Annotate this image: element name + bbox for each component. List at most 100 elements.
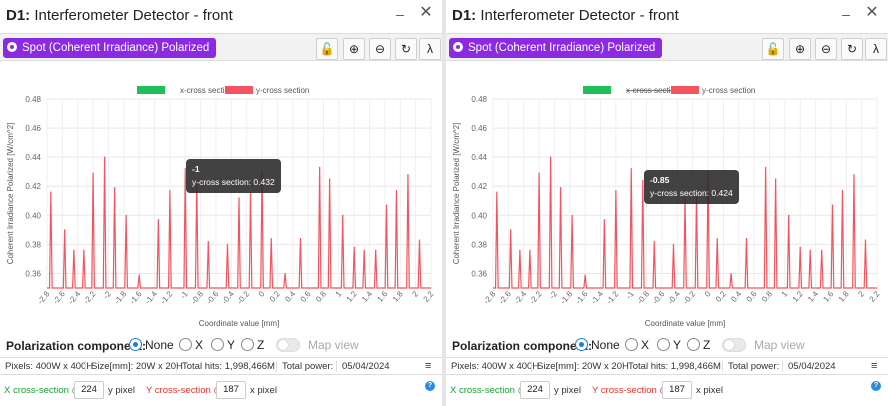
radio-circle (657, 338, 670, 351)
x-cross-section-unit: y pixel (554, 385, 581, 396)
info-size: Size[mm]: 20W x 20H (85, 361, 183, 372)
y-tick-label: 0.46 (25, 124, 41, 133)
menu-icon[interactable]: ≡ (425, 360, 432, 372)
menu-icon[interactable]: ≡ (871, 360, 878, 372)
radio-none[interactable]: None (129, 338, 174, 352)
x-tick-label: 2 (410, 289, 420, 299)
help-icon[interactable]: ? (871, 381, 881, 391)
zoom-out-button[interactable]: ⊖ (815, 38, 837, 60)
minimize-icon[interactable]: – (842, 6, 850, 22)
x-cross-section-unit: y pixel (108, 385, 135, 396)
unlock-icon: 🔓 (765, 42, 781, 56)
spot-mode-label: Spot (Coherent Irradiance) Polarized (22, 42, 210, 54)
x-tick-label: -2.4 (512, 289, 528, 306)
zoom-in-button[interactable]: ⊕ (343, 38, 365, 60)
data-point (519, 249, 521, 251)
lambda-icon: λ (427, 42, 433, 56)
cross-section-bar: X cross-section @224 y pixel Y cross-secti… (0, 378, 442, 402)
x-cross-section-input[interactable]: 224 (520, 381, 550, 399)
close-icon[interactable]: ✕ (865, 4, 879, 21)
close-icon[interactable]: ✕ (419, 4, 433, 21)
data-point (395, 189, 398, 192)
y-tick-label: 0.38 (25, 240, 41, 249)
radio-label: X (641, 338, 650, 352)
polarization-label: Polarization component: (452, 339, 593, 353)
x-tick-label: -0.4 (666, 289, 682, 306)
radio-z[interactable]: Z (241, 338, 264, 352)
lambda-icon: λ (873, 42, 879, 56)
info-date: 05/04/2024 (782, 361, 836, 372)
x-tick-label: 1.2 (345, 289, 359, 304)
data-point (169, 189, 171, 192)
x-tick-label: 0.6 (745, 289, 759, 304)
x-tick-label: -0.8 (635, 289, 651, 306)
data-point (157, 219, 159, 221)
data-point (270, 237, 272, 240)
reset-button[interactable]: ↻ (841, 38, 863, 60)
x-tick-label: 1.4 (806, 289, 820, 304)
radio-x[interactable]: X (625, 338, 649, 352)
lambda-button[interactable]: λ (419, 38, 441, 60)
info-pixels: Pixels: 400W x 400H (5, 361, 94, 372)
unlock-button[interactable]: 🔓 (762, 38, 784, 60)
x-tick-label: 1.6 (821, 289, 835, 304)
y-tick-label: 0.40 (471, 211, 487, 220)
map-view-toggle[interactable] (276, 338, 300, 352)
x-cross-section-input[interactable]: 224 (74, 381, 104, 399)
data-point (375, 249, 377, 251)
y-tick-label: 0.40 (25, 211, 41, 220)
y-cross-section-input[interactable]: 187 (662, 381, 692, 399)
info-date: 05/04/2024 (336, 361, 390, 372)
window-title-prefix: D1: (6, 7, 31, 24)
spot-mode-button[interactable]: Spot (Coherent Irradiance) Polarized (449, 38, 663, 58)
map-view-toggle[interactable] (722, 338, 746, 352)
data-point (653, 240, 655, 243)
legend-label-y: y-cross section (256, 86, 309, 95)
data-point (207, 240, 209, 243)
data-point (226, 243, 229, 245)
info-bar: Pixels: 400W x 400H Size[mm]: 20W x 20H To… (446, 357, 888, 375)
panel-divider[interactable] (442, 0, 446, 406)
radio-y[interactable]: Y (657, 338, 681, 352)
data-point (642, 179, 644, 182)
legend-swatch-y (671, 86, 699, 94)
legend-swatch-x (137, 86, 165, 94)
data-point (138, 274, 140, 276)
radio-x[interactable]: X (179, 338, 203, 352)
x-tick-label: 2 (856, 289, 866, 299)
data-point (184, 168, 186, 170)
x-tick-label: -0.8 (189, 289, 205, 306)
x-tick-label: 1.4 (360, 289, 374, 304)
zoom-in-button[interactable]: ⊕ (789, 38, 811, 60)
data-point (821, 249, 823, 251)
radio-z[interactable]: Z (687, 338, 710, 352)
data-point (238, 197, 240, 199)
y-tick-label: 0.48 (471, 95, 487, 104)
data-point (864, 239, 867, 241)
minimize-icon[interactable]: – (396, 6, 404, 22)
zoom-out-button[interactable]: ⊖ (369, 38, 391, 60)
info-power: Total power: (722, 361, 779, 372)
radio-none[interactable]: None (575, 338, 620, 352)
x-tick-label: -1.2 (159, 289, 175, 306)
unlock-button[interactable]: 🔓 (316, 38, 338, 60)
chart: x-cross section y-cross section 0.48 0.46 0.… (446, 78, 888, 334)
reset-button[interactable]: ↻ (395, 38, 417, 60)
spot-mode-button[interactable]: Spot (Coherent Irradiance) Polarized (3, 38, 217, 58)
data-point (831, 204, 834, 206)
x-tick-label: 1.8 (837, 289, 851, 304)
x-axis-title: Coordinate value [mm] (199, 319, 279, 328)
data-point (853, 174, 855, 176)
window-title-text: Interferometer Detector - front (34, 7, 233, 24)
data-point (329, 178, 331, 180)
y-cross-section-input[interactable]: 187 (216, 381, 246, 399)
y-cross-section-label: Y cross-section @ (592, 385, 670, 396)
x-tick-label: -2.8 (36, 289, 52, 306)
data-point (550, 156, 552, 158)
record-icon (7, 42, 17, 52)
y-axis-title: Coherent Irradiance Polarized [W/cm^2] (6, 123, 15, 265)
data-point (249, 192, 252, 195)
help-icon[interactable]: ? (425, 381, 435, 391)
lambda-button[interactable]: λ (865, 38, 887, 60)
radio-y[interactable]: Y (211, 338, 235, 352)
